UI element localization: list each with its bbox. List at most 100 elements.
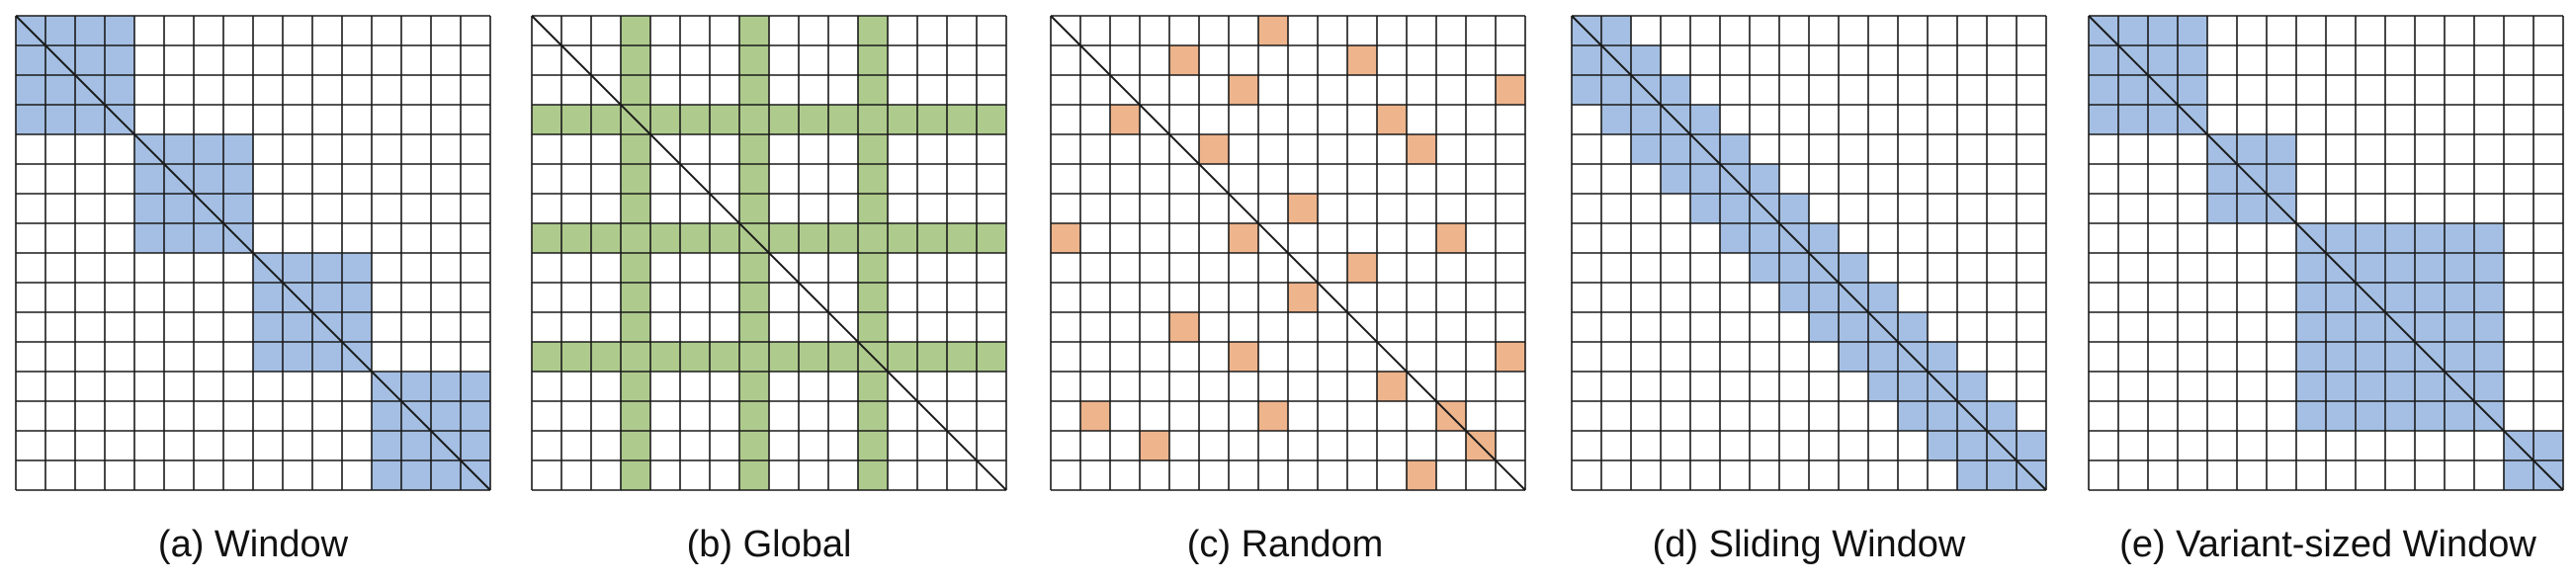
window-attention-cell	[253, 283, 283, 312]
global-attention-cell	[977, 105, 1006, 134]
global-attention-cell	[858, 312, 888, 342]
sliding-attention-cell	[1809, 283, 1839, 312]
sliding-attention-cell	[1750, 164, 1779, 194]
global-attention-cell	[621, 431, 650, 460]
global-attention-cell	[739, 372, 769, 401]
sliding-attention-cell	[1898, 372, 1928, 401]
random-attention-cell	[1496, 342, 1525, 372]
random-attention-cell	[1229, 75, 1258, 105]
window-attention-cell	[431, 372, 461, 401]
window-attention-cell	[401, 431, 431, 460]
global-attention-cell	[591, 105, 621, 134]
window-attention-cell	[372, 460, 401, 490]
random-attention-cell	[1377, 105, 1407, 134]
caption-random: (c) Random	[1187, 524, 1384, 565]
global-attention-cell	[591, 223, 621, 253]
variant-attention-cell	[2385, 342, 2415, 372]
window-attention-cell	[461, 401, 490, 431]
window-attention-cell	[134, 223, 164, 253]
random-attention-cell	[1258, 401, 1288, 431]
window-attention-cell	[312, 342, 342, 372]
window-attention-cell	[105, 45, 134, 75]
variant-attention-cell	[2445, 283, 2474, 312]
global-attention-cell	[769, 342, 799, 372]
sliding-attention-cell	[1839, 342, 1868, 372]
random-attention-cell	[1229, 342, 1258, 372]
random-attention-panel	[1050, 15, 1526, 491]
global-attention-panel	[531, 15, 1007, 491]
window-attention-cell	[45, 105, 75, 134]
random-attention-cell	[1436, 223, 1466, 253]
global-attention-cell	[917, 342, 947, 372]
diagonal-line	[1571, 15, 2047, 491]
global-attention-cell	[858, 431, 888, 460]
sliding-attention-cell	[1661, 134, 1690, 164]
window-attention-cell	[283, 342, 312, 372]
sliding-attention-cell	[1779, 194, 1809, 223]
caption-sliding-window: (d) Sliding Window	[1653, 524, 1966, 565]
variant-attention-cell	[2207, 194, 2237, 223]
diagonal-line	[531, 15, 1007, 491]
variant-attention-cell	[2445, 401, 2474, 431]
sliding-attention-cell	[1898, 401, 1928, 431]
sliding-attention-cell	[1928, 431, 1957, 460]
variant-attention-cell	[2385, 283, 2415, 312]
variant-attention-cell	[2178, 16, 2207, 45]
global-attention-cell	[828, 342, 858, 372]
sliding-attention-cell	[1957, 431, 1987, 460]
window-attention-cell	[16, 75, 45, 105]
random-attention-cell	[1407, 460, 1436, 490]
global-attention-cell	[710, 223, 739, 253]
window-attention-cell	[401, 372, 431, 401]
window-attention-cell	[75, 45, 105, 75]
sliding-attention-cell	[1839, 253, 1868, 283]
variant-attention-cell	[2296, 283, 2326, 312]
global-attention-cell	[650, 223, 680, 253]
sliding-attention-cell	[1661, 164, 1690, 194]
global-attention-cell	[621, 75, 650, 105]
random-attention-cell	[1288, 194, 1318, 223]
global-attention-cell	[858, 283, 888, 312]
variant-attention-cell	[2356, 342, 2385, 372]
global-attention-cell	[532, 223, 561, 253]
global-attention-cell	[917, 223, 947, 253]
variant-attention-cell	[2326, 372, 2356, 401]
variant-attention-cell	[2089, 45, 2118, 75]
global-attention-cell	[621, 16, 650, 45]
random-attention-cell	[1080, 401, 1110, 431]
global-attention-cell	[888, 342, 917, 372]
sliding-attention-cell	[1868, 342, 1898, 372]
global-attention-cell	[977, 223, 1006, 253]
sliding-attention-cell	[1750, 223, 1779, 253]
window-attention-cell	[75, 105, 105, 134]
global-attention-cell	[561, 342, 591, 372]
global-attention-cell	[947, 342, 977, 372]
global-attention-cell	[680, 105, 710, 134]
window-attention-cell	[16, 45, 45, 75]
diagonal-line	[2088, 15, 2564, 491]
global-attention-cell	[799, 342, 828, 372]
window-attention-cell	[105, 16, 134, 45]
window-attention-cell	[283, 253, 312, 283]
variant-attention-cell	[2504, 460, 2533, 490]
global-attention-cell	[621, 312, 650, 342]
variant-attention-cell	[2474, 342, 2504, 372]
sliding-attention-cell	[1839, 312, 1868, 342]
sliding-attention-cell	[1631, 105, 1661, 134]
global-attention-cell	[888, 105, 917, 134]
variant-attention-cell	[2356, 401, 2385, 431]
sliding-attention-cell	[1898, 312, 1928, 342]
sliding-attention-cell	[1631, 134, 1661, 164]
variant-attention-cell	[2415, 283, 2445, 312]
sliding-attention-cell	[1868, 283, 1898, 312]
random-attention-cell	[1347, 45, 1377, 75]
random-attention-cell	[1169, 312, 1199, 342]
sliding-attention-cell	[1957, 372, 1987, 401]
variant-attention-cell	[2118, 105, 2148, 134]
sliding-attention-cell	[1601, 16, 1631, 45]
caption-window: (a) Window	[158, 524, 349, 565]
sliding-attention-cell	[1750, 253, 1779, 283]
global-attention-cell	[739, 342, 769, 372]
global-attention-cell	[621, 401, 650, 431]
window-attention-cell	[431, 401, 461, 431]
